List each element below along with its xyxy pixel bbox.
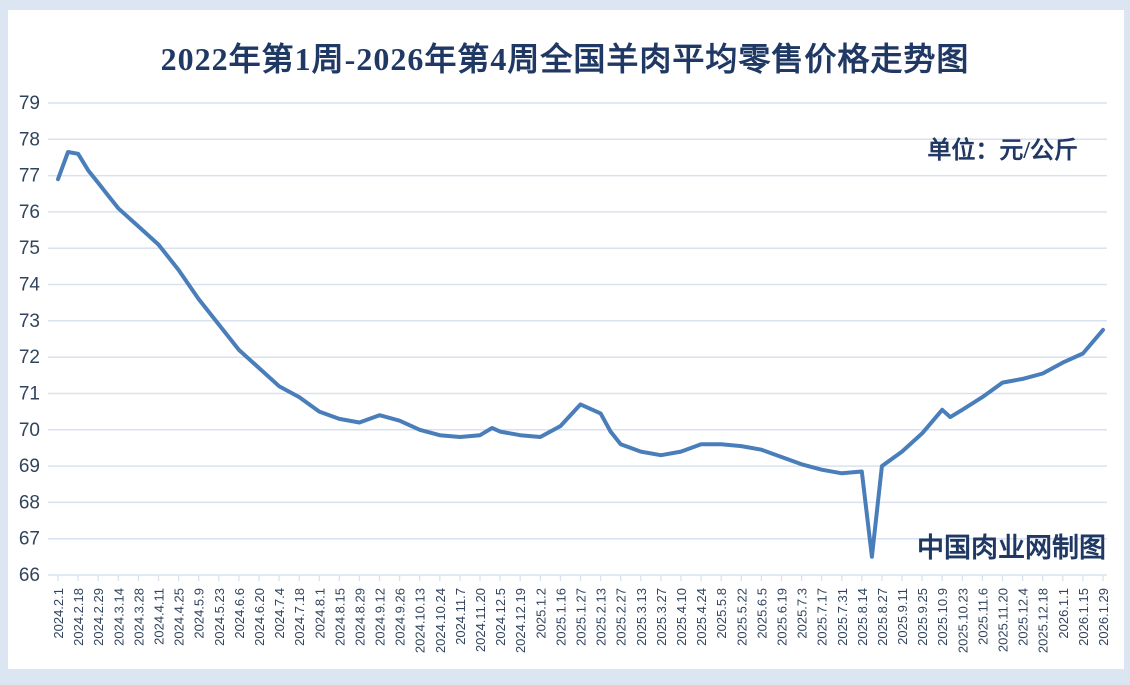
x-axis-tick-label: 2026.1.1 <box>1056 588 1071 639</box>
x-axis-tick-label: 2024.6.6 <box>232 588 247 639</box>
x-axis-tick-label: 2025.3.27 <box>654 588 669 646</box>
x-axis-tick-label: 2024.4.11 <box>152 588 167 645</box>
x-axis-tick-label: 2026.1.29 <box>1096 588 1111 646</box>
unit-label: 单位：元/公斤 <box>927 138 1078 164</box>
x-axis-tick-label: 2024.2.1 <box>51 588 66 639</box>
y-axis-tick-label: 79 <box>19 93 40 114</box>
x-axis-tick-label: 2025.9.25 <box>915 588 930 646</box>
x-axis-tick-label: 2025.8.27 <box>875 588 890 646</box>
y-axis-tick-label: 71 <box>19 384 40 405</box>
x-axis-tick-label: 2024.8.15 <box>332 588 347 646</box>
x-axis-tick-label: 2024.5.23 <box>212 588 227 646</box>
x-axis-tick-label: 2024.2.18 <box>71 588 86 646</box>
watermark-label: 中国肉业网制图 <box>917 533 1106 563</box>
x-axis-tick-label: 2024.11.7 <box>453 588 468 645</box>
y-axis-tick-label: 66 <box>19 565 40 586</box>
price-line-series <box>56 150 1105 559</box>
x-axis-tick-label: 2024.9.12 <box>373 588 388 646</box>
y-axis-tick-label: 78 <box>19 129 40 150</box>
x-axis-tick-label: 2025.6.5 <box>754 588 769 639</box>
y-axis-tick-label: 72 <box>19 347 40 368</box>
y-axis-labels: 79 78 77 76 75 74 73 72 71 70 69 68 67 66 <box>19 93 41 586</box>
x-axis-tick-label: 2025.5.8 <box>714 588 729 639</box>
chart-canvas: 79 78 77 76 75 74 73 72 71 70 69 68 67 66 2024.2.1 202… <box>8 10 1124 669</box>
x-axis-tick-label: 2025.7.31 <box>835 588 850 646</box>
x-axis-tick-label: 2025.1.2 <box>533 588 548 639</box>
x-axis-tick-label: 2024.3.28 <box>131 588 146 646</box>
x-axis-tick-label: 2024.6.20 <box>252 588 267 646</box>
x-axis-tick-label: 2024.8.1 <box>312 588 327 639</box>
x-axis-tick-label: 2024.3.14 <box>111 588 126 646</box>
x-axis-tick-label: 2025.11.20 <box>996 588 1011 652</box>
x-axis-tick-label: 2024.9.26 <box>393 588 408 646</box>
y-axis-tick-label: 67 <box>19 529 40 550</box>
x-axis-tick-label: 2025.4.10 <box>674 588 689 646</box>
x-axis-tick-label: 2025.5.22 <box>734 588 749 646</box>
x-axis-tick-label: 2025.10.9 <box>935 588 950 646</box>
x-axis-tick-label: 2025.8.14 <box>855 588 870 646</box>
x-axis-tick-label: 2025.11.6 <box>975 588 990 645</box>
x-axis-tick-label: 2024.4.25 <box>172 588 187 646</box>
y-axis-tick-label: 68 <box>19 492 40 513</box>
y-axis-tick-label: 75 <box>19 238 40 259</box>
x-axis-tick-label: 2024.7.4 <box>272 588 287 639</box>
x-axis-tick-label: 2025.3.13 <box>634 588 649 646</box>
x-axis-tick-label: 2025.12.4 <box>1016 588 1031 646</box>
x-axis-tick-label: 2025.10.23 <box>955 588 970 653</box>
x-axis-tick-label: 2025.2.27 <box>614 588 629 646</box>
y-axis-tick-label: 69 <box>19 456 40 477</box>
x-axis-tick-label: 2024.7.18 <box>292 588 307 646</box>
x-axis-tick-label: 2025.7.3 <box>795 588 810 639</box>
x-axis-tick-label: 2024.10.13 <box>413 588 428 653</box>
x-axis-tick-label: 2025.4.24 <box>694 588 709 646</box>
x-axis-tick-label: 2025.12.18 <box>1036 588 1051 653</box>
x-axis-tick-label: 2025.1.16 <box>553 588 568 646</box>
x-axis-tick-label: 2024.2.29 <box>91 588 106 646</box>
x-axis-tick-label: 2024.12.19 <box>513 588 528 653</box>
x-axis-tick-label: 2024.8.29 <box>352 588 367 646</box>
y-axis-tick-label: 73 <box>19 311 40 332</box>
y-axis-tick-label: 70 <box>19 420 40 441</box>
x-axis-labels: 2024.2.1 2024.2.18 2024.2.29 2024.3.14 2024.… <box>51 588 1111 653</box>
x-axis-tick-label: 2026.1.15 <box>1076 588 1091 646</box>
chart-title: 2022年第1周-2026年第4周全国羊肉平均零售价格走势图 <box>160 41 970 77</box>
y-axis-tick-label: 77 <box>19 166 40 187</box>
x-axis-tick-label: 2024.5.9 <box>192 588 207 639</box>
x-axis-tick-label: 2024.10.24 <box>433 588 448 653</box>
x-axis-tick-label: 2025.1.27 <box>574 588 589 646</box>
x-axis-tick-label: 2025.9.11 <box>895 588 910 645</box>
y-axis-tick-label: 74 <box>19 275 41 296</box>
x-axis-tick-label: 2025.7.17 <box>815 588 830 646</box>
x-axis-ticks <box>57 575 1104 581</box>
x-axis-tick-label: 2025.2.13 <box>594 588 609 646</box>
x-axis-tick-label: 2024.11.20 <box>473 588 488 652</box>
gridlines <box>48 102 1107 576</box>
x-axis-tick-label: 2024.12.5 <box>493 588 508 646</box>
x-axis-tick-label: 2025.6.19 <box>775 588 790 646</box>
y-axis-tick-label: 76 <box>19 202 40 223</box>
